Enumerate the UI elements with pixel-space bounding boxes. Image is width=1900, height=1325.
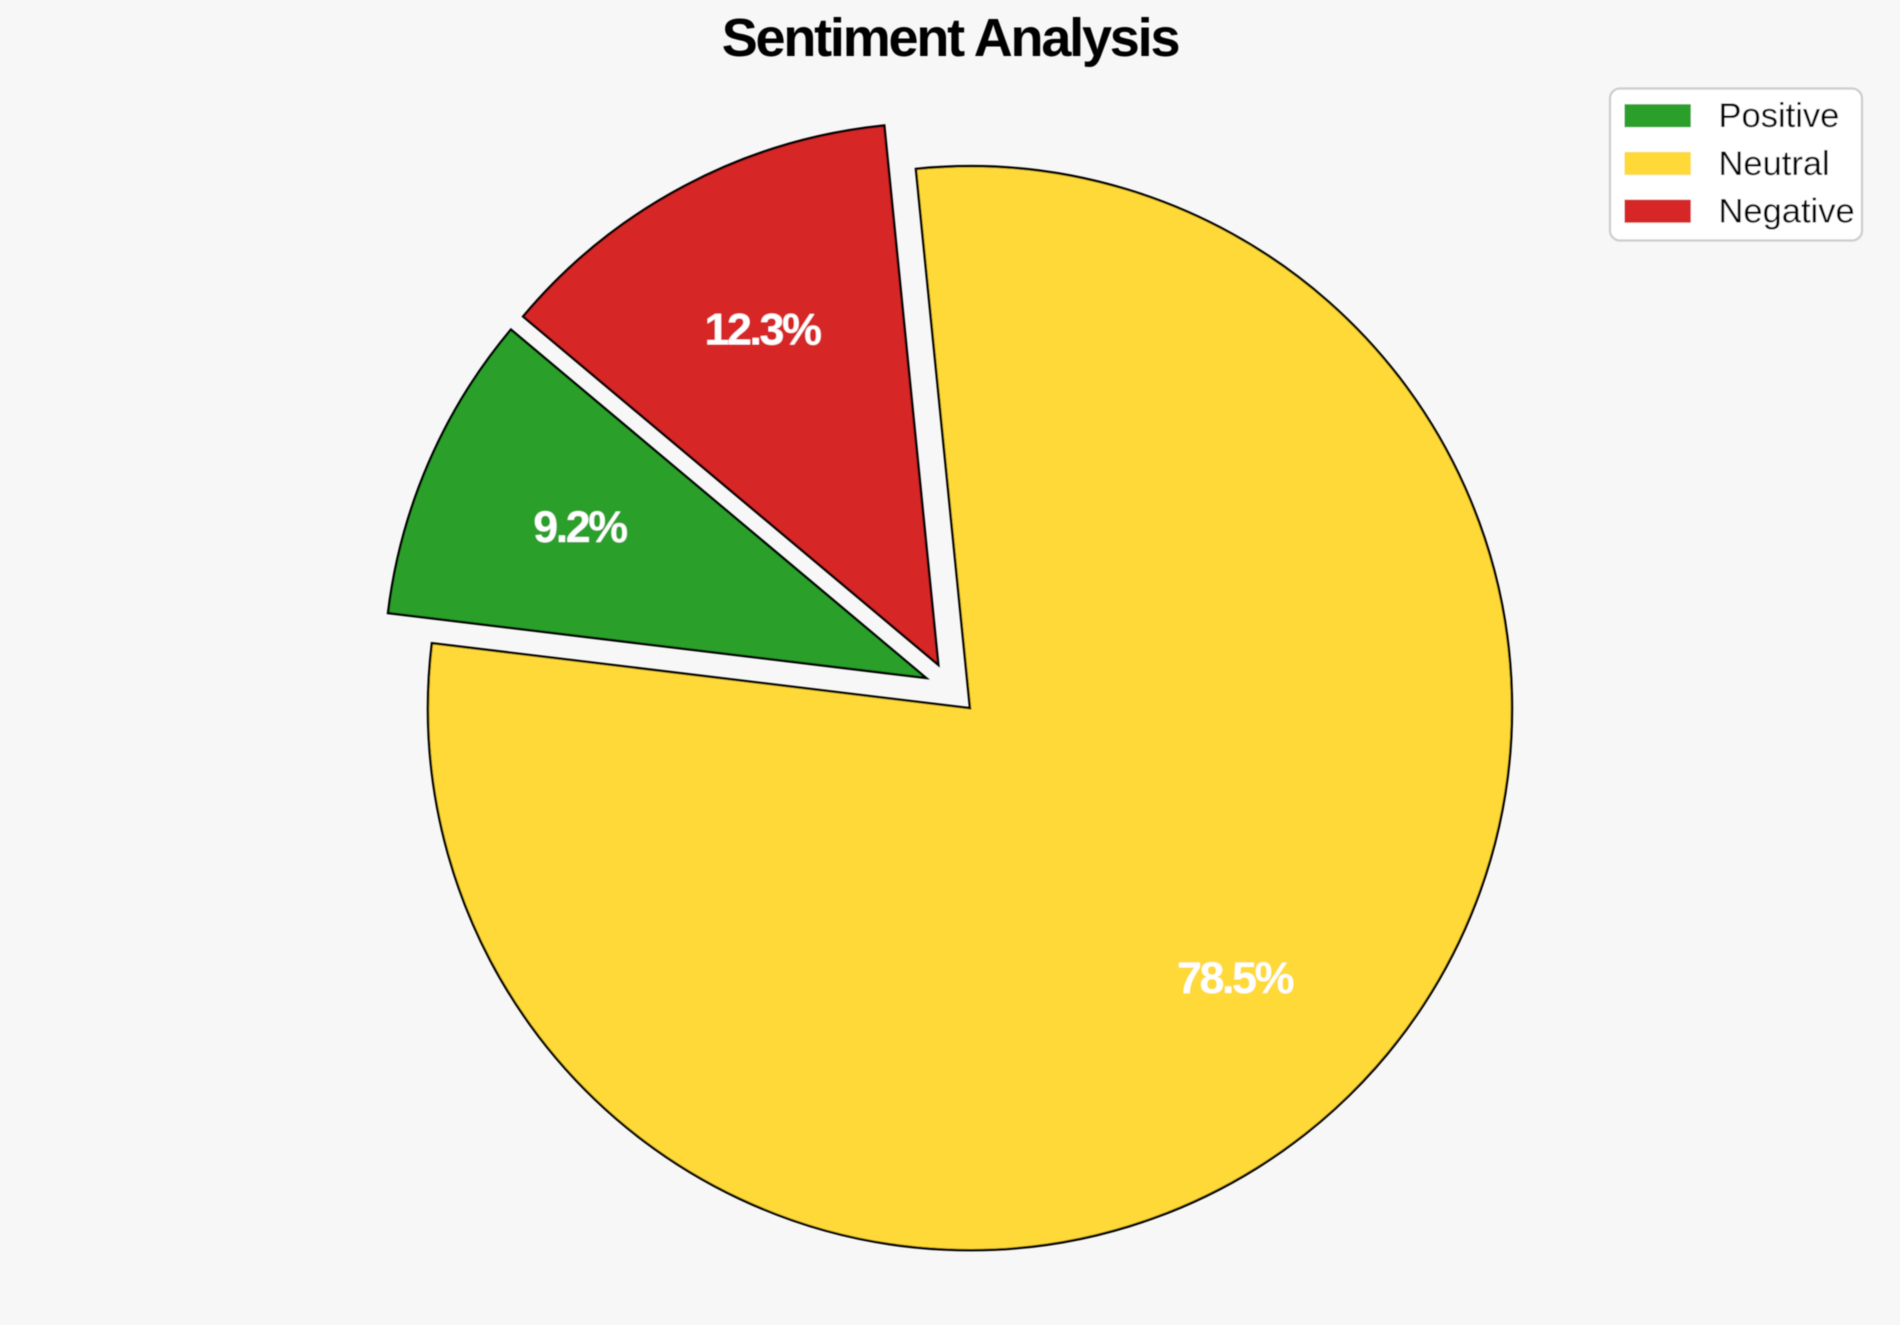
- svg-text:Positive: Positive: [1719, 97, 1840, 135]
- svg-text:12.3%: 12.3%: [704, 304, 821, 354]
- svg-text:9.2%: 9.2%: [533, 502, 627, 552]
- svg-text:78.5%: 78.5%: [1177, 953, 1294, 1003]
- svg-text:Neutral: Neutral: [1719, 145, 1830, 183]
- svg-text:Sentiment Analysis: Sentiment Analysis: [722, 8, 1179, 68]
- svg-text:Negative: Negative: [1719, 193, 1855, 231]
